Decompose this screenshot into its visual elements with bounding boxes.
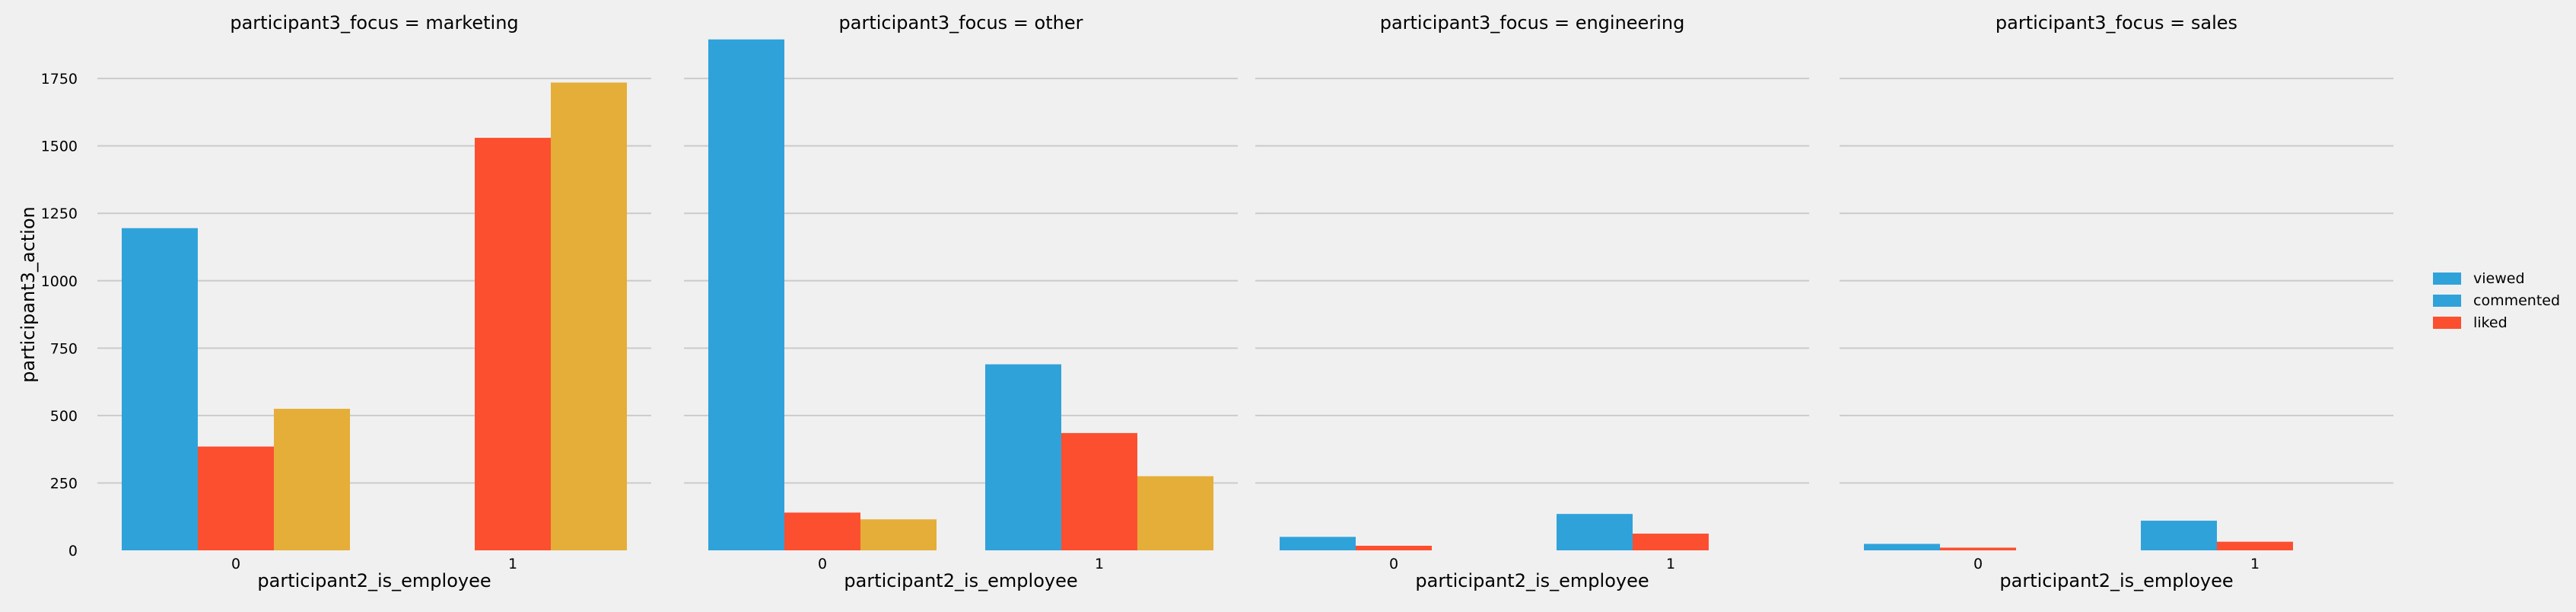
bar (1864, 543, 1940, 550)
bar (1940, 547, 2016, 550)
bar (1137, 476, 1213, 550)
bar (985, 364, 1061, 550)
bar (2141, 521, 2217, 550)
x-tick-label: 1 (1095, 556, 1104, 572)
y-tick-label: 1250 (41, 206, 78, 222)
y-tick-label: 250 (50, 475, 78, 492)
x-axis-label: participant2_is_employee (257, 570, 491, 591)
bar (198, 446, 274, 550)
facet-title: participant3_focus = marketing (230, 12, 518, 33)
bar (860, 519, 937, 550)
x-axis-label: participant2_is_employee (844, 570, 1077, 591)
bar (1356, 545, 1432, 550)
bar (1280, 537, 1356, 550)
x-tick-label: 1 (508, 556, 517, 572)
y-tick-label: 750 (50, 340, 78, 357)
legend-swatch (2433, 295, 2461, 307)
y-tick-label: 500 (50, 408, 78, 425)
y-tick-label: 1000 (41, 273, 78, 290)
legend-label: liked (2473, 314, 2508, 331)
bar (708, 39, 784, 550)
legend-label: viewed (2473, 270, 2525, 287)
x-axis-label: participant2_is_employee (1415, 570, 1649, 591)
x-tick-label: 0 (231, 556, 240, 572)
y-tick-label: 0 (68, 543, 78, 559)
facet-title: participant3_focus = sales (1996, 12, 2237, 33)
facet-title: participant3_focus = engineering (1380, 12, 1685, 33)
bar (274, 409, 350, 550)
y-tick-label: 1750 (41, 71, 78, 88)
facet-title: participant3_focus = other (839, 12, 1083, 33)
x-tick-label: 1 (2250, 556, 2260, 572)
x-tick-label: 1 (1666, 556, 1675, 572)
bar (1633, 534, 1709, 550)
bar (551, 82, 627, 550)
legend-swatch (2433, 273, 2461, 285)
y-axis-label: participant3_action (17, 206, 39, 382)
x-axis-label: participant2_is_employee (1999, 570, 2233, 591)
x-tick-label: 0 (1389, 556, 1398, 572)
bar (784, 512, 860, 550)
legend-swatch (2433, 317, 2461, 329)
bar (475, 138, 551, 551)
legend-label: commented (2473, 292, 2560, 309)
x-tick-label: 0 (1973, 556, 1983, 572)
bar (1061, 432, 1137, 550)
y-tick-label: 1500 (41, 139, 78, 155)
bar (1557, 514, 1633, 550)
x-tick-label: 0 (818, 556, 827, 572)
bar (122, 228, 198, 550)
bar (2217, 541, 2293, 550)
